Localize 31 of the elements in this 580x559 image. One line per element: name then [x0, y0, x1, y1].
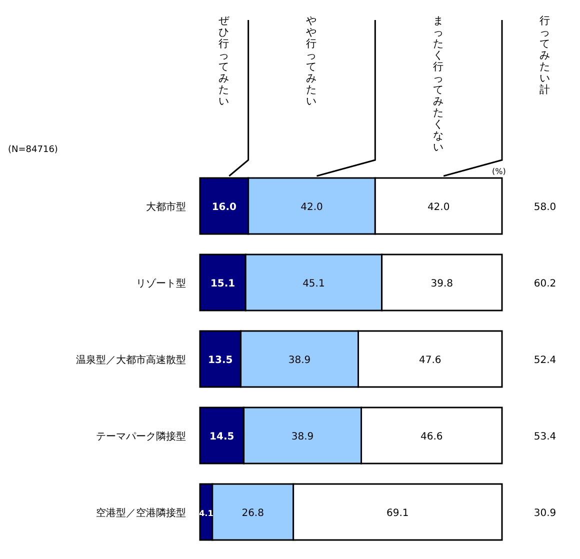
data-label: 42.0	[427, 202, 450, 213]
data-label: 46.6	[420, 432, 443, 442]
text: やや行ってみたい	[306, 15, 318, 108]
text: 行ってみたい計	[540, 15, 550, 96]
data-label: 15.1	[210, 278, 236, 290]
data-label: 42.0	[300, 202, 323, 213]
y-tick-label: 温泉型／大都市高速散型	[76, 354, 186, 366]
text: まったく行ってみたくない	[433, 15, 444, 154]
data-label: 38.9	[288, 355, 311, 366]
y-tick-label: 大都市型	[146, 201, 186, 213]
data-label: 16.0	[212, 202, 237, 213]
annotation: (%)	[492, 167, 506, 176]
data-label: 45.1	[302, 278, 325, 290]
text: 60.2	[534, 278, 556, 290]
data-label: 13.5	[208, 355, 233, 366]
y-tick-label: テーマパーク隣接型	[96, 430, 186, 442]
data-label: 39.8	[430, 278, 454, 290]
data-label: 69.1	[386, 508, 409, 519]
data-label: 4.1	[199, 509, 214, 518]
data-label: 38.9	[291, 432, 314, 442]
text: 30.9	[534, 508, 556, 519]
y-tick-label: リゾート型	[136, 278, 186, 290]
data-label: 26.8	[242, 508, 264, 519]
text: 53.4	[534, 432, 556, 442]
text: (N=84716)	[8, 145, 58, 155]
y-tick-label: 空港型／空港隣接型	[96, 507, 186, 519]
text: 58.0	[534, 202, 556, 213]
data-label: 47.6	[418, 355, 442, 366]
text: ぜひ行ってみたい	[218, 15, 231, 108]
text: 52.4	[534, 355, 556, 366]
data-label: 14.5	[210, 432, 234, 442]
